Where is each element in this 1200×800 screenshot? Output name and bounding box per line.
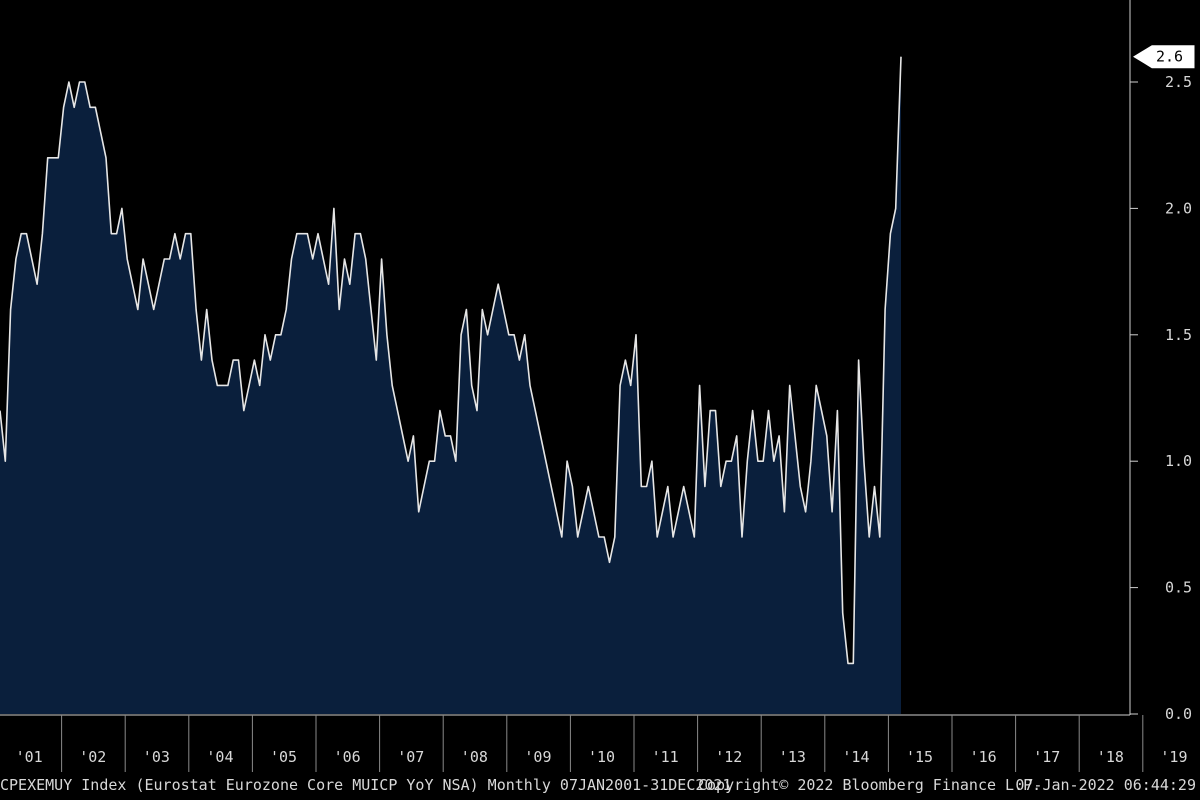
x-tick-label: '03 bbox=[143, 748, 170, 766]
x-tick-label: '15 bbox=[906, 748, 933, 766]
x-tick-label: '10 bbox=[588, 748, 615, 766]
timestamp: 07-Jan-2022 06:44:29 bbox=[1015, 776, 1196, 794]
y-tick-label: 1.5 bbox=[1165, 326, 1192, 344]
x-tick-label: '14 bbox=[842, 748, 869, 766]
x-tick-label: '12 bbox=[715, 748, 742, 766]
x-tick-label: '02 bbox=[79, 748, 106, 766]
y-tick-label: 1.0 bbox=[1165, 452, 1192, 470]
x-tick-label: '17 bbox=[1033, 748, 1060, 766]
footer: CPEXEMUY Index (Eurostat Eurozone Core M… bbox=[0, 772, 1200, 800]
x-tick-label: '07 bbox=[397, 748, 424, 766]
area-layer bbox=[0, 56, 902, 714]
last-value-callout: 2.6 bbox=[1133, 45, 1195, 69]
index-description: CPEXEMUY Index (Eurostat Eurozone Core M… bbox=[0, 776, 732, 794]
x-tick-label: '04 bbox=[206, 748, 233, 766]
y-tick-label: 0.5 bbox=[1165, 579, 1192, 597]
y-tick-label: 2.5 bbox=[1165, 73, 1192, 91]
x-tick-label: '11 bbox=[652, 748, 679, 766]
x-tick-label: '16 bbox=[970, 748, 997, 766]
last-value-tag bbox=[1133, 45, 1195, 69]
x-tick-label: '06 bbox=[334, 748, 361, 766]
last-value-label: 2.6 bbox=[1156, 48, 1183, 66]
x-tick-label: '19 bbox=[1160, 748, 1187, 766]
series-area bbox=[0, 56, 901, 714]
x-tick-label: '05 bbox=[270, 748, 297, 766]
copyright-notice: Copyright© 2022 Bloomberg Finance L.P. bbox=[698, 776, 1042, 794]
x-tick-label: '13 bbox=[779, 748, 806, 766]
x-tick-label: '08 bbox=[461, 748, 488, 766]
label-layer: 0.0 0.5 1.0 1.5 2.0 2.5 '01 '02 '03 '04 '05 '06 '07 '… bbox=[16, 45, 1195, 766]
axis-layer bbox=[0, 0, 1144, 772]
series-line bbox=[0, 56, 902, 665]
x-tick-label: '18 bbox=[1097, 748, 1124, 766]
chart: 0.0 0.5 1.0 1.5 2.0 2.5 '01 '02 '03 '04 '05 '06 '07 '… bbox=[0, 0, 1195, 772]
y-tick-label: 2.0 bbox=[1165, 199, 1192, 217]
y-tick-label: 0.0 bbox=[1165, 705, 1192, 723]
x-tick-label: '01 bbox=[16, 748, 43, 766]
x-tick-label: '09 bbox=[524, 748, 551, 766]
